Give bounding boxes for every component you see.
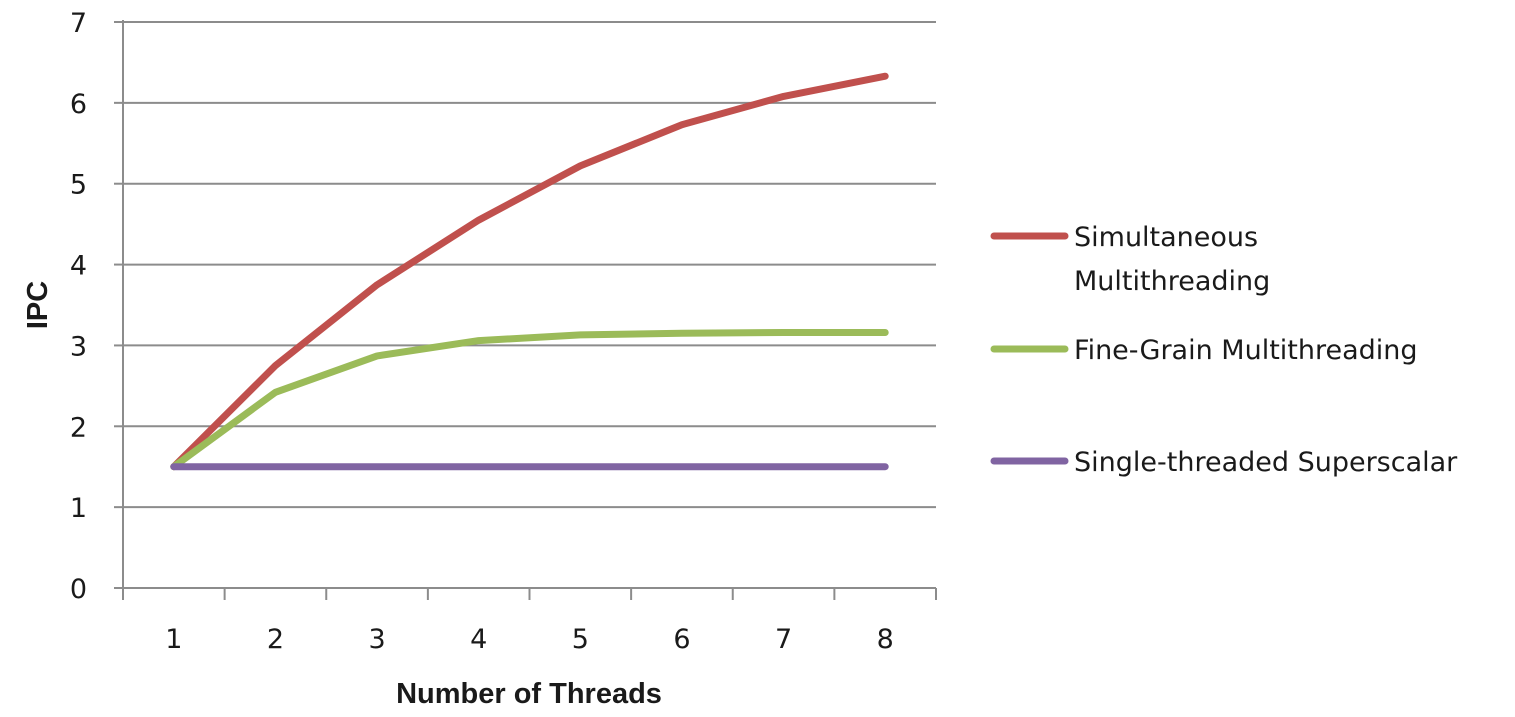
legend-label-2: Single-threaded Superscalar: [1074, 447, 1458, 478]
x-tick-label-5: 5: [572, 624, 589, 655]
legend-label-1: Fine-Grain Multithreading: [1074, 335, 1418, 366]
x-tick-label-8: 8: [877, 624, 894, 655]
axes: [114, 20, 937, 600]
series-line-0: [170, 72, 889, 471]
y-tick-label-3: 3: [70, 331, 87, 362]
series-line-1: [170, 329, 889, 471]
y-axis-title: IPC: [22, 281, 54, 329]
y-tick-label-2: 2: [70, 412, 87, 443]
y-tick-labels: 0 1 2 3 4 5 6 7: [70, 8, 87, 605]
x-tick-label-2: 2: [267, 624, 284, 655]
legend-label-0-line-1: Multithreading: [1074, 266, 1270, 297]
legend-label-0-line-0: Simultaneous: [1074, 222, 1258, 253]
y-tick-label-7: 7: [70, 8, 87, 39]
y-tick-label-5: 5: [70, 170, 87, 201]
x-tick-label-7: 7: [775, 624, 792, 655]
x-tick-label-1: 1: [165, 624, 182, 655]
gridlines: [123, 21, 936, 509]
x-axis-title: Number of Threads: [396, 678, 662, 710]
x-tick-labels: 1 2 3 4 5 6 7 8: [165, 624, 894, 655]
y-tick-label-0: 0: [70, 574, 87, 605]
y-tick-label-6: 6: [70, 89, 87, 120]
series-lines: [170, 72, 889, 471]
x-tick-label-4: 4: [470, 624, 487, 655]
x-tick-label-3: 3: [368, 624, 385, 655]
x-tick-label-6: 6: [673, 624, 690, 655]
y-tick-label-4: 4: [70, 251, 87, 282]
y-tick-label-1: 1: [70, 493, 87, 524]
legend: Simultaneous Multithreading Fine-Grain Mul…: [990, 222, 1458, 478]
